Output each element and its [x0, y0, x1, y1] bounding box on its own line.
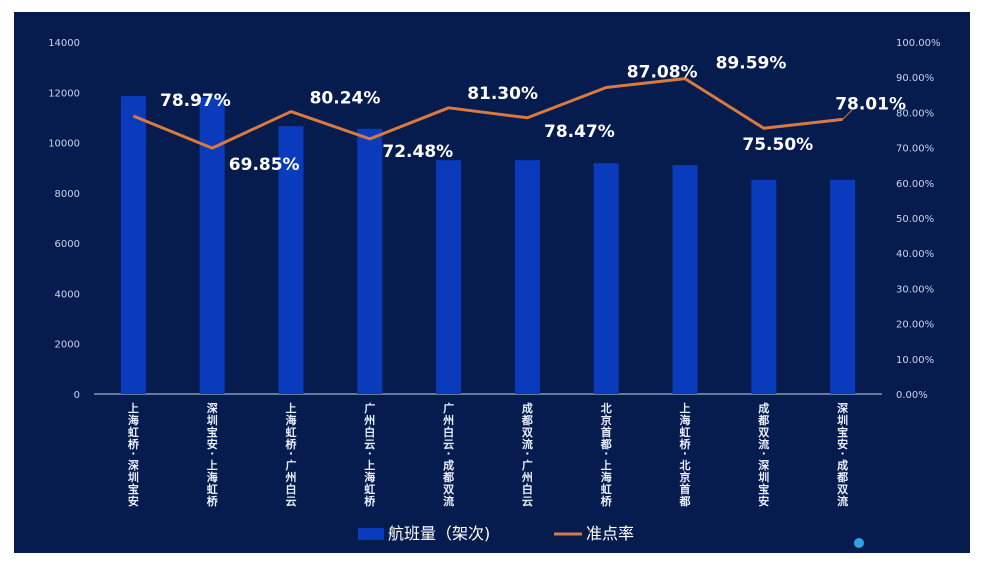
chart-panel: 0 2000 4000 6000 8000 10000 12000 14000 0.00% 10.… [14, 12, 970, 553]
legend-label: 航班量（架次) [388, 524, 490, 543]
y-right-tick-label: 100.00% [896, 38, 941, 49]
x-tick-label: 深圳宝安·上海虹桥 [207, 401, 219, 508]
label-leader-line [842, 109, 853, 120]
y-right-tick-label: 20.00% [896, 320, 934, 331]
y-right-tick-label: 60.00% [896, 179, 934, 190]
data-label: 78.01% [835, 94, 906, 114]
bar[interactable] [120, 96, 146, 395]
data-label: 69.85% [229, 155, 300, 175]
y-left-tick-label: 4000 [55, 289, 80, 300]
line-series[interactable] [132, 77, 843, 150]
x-tick-label: 上海虹桥·北京首都 [679, 401, 692, 508]
data-label: 78.97% [160, 91, 231, 111]
y-right-tick-label: 10.00% [896, 355, 934, 366]
bar[interactable] [751, 179, 777, 394]
y-left-tick-label: 10000 [48, 139, 80, 150]
x-tick-label: 成都双流·广州白云 [521, 401, 533, 508]
indicator-dot [854, 538, 864, 548]
y-left-tick-label: 8000 [55, 189, 80, 200]
bar[interactable] [593, 163, 619, 394]
data-label: 75.50% [742, 135, 813, 155]
legend-swatch-bar[interactable] [358, 528, 384, 540]
data-label: 80.24% [310, 89, 381, 109]
data-label: 81.30% [467, 84, 538, 104]
bar[interactable] [830, 179, 856, 394]
bar[interactable] [199, 97, 225, 395]
y-left-tick-label: 12000 [48, 88, 80, 99]
y-left-tick-label: 0 [74, 390, 80, 401]
chart: 0 2000 4000 6000 8000 10000 12000 14000 0.00% 10.… [48, 38, 941, 548]
data-label: 89.59% [716, 54, 787, 74]
x-tick-label: 成都双流·深圳宝安 [757, 401, 769, 508]
y-left-tick-label: 14000 [48, 38, 80, 49]
y-right-tick-label: 90.00% [896, 73, 934, 84]
y-right-tick-label: 70.00% [896, 144, 934, 155]
y-right-tick-label: 0.00% [896, 390, 928, 401]
x-tick-label: 广州白云·上海虹桥 [363, 401, 376, 508]
x-tick-label: 广州白云·成都双流 [442, 401, 454, 508]
bar[interactable] [357, 128, 383, 394]
x-tick-label: 上海虹桥·深圳宝安 [128, 401, 140, 508]
y-right-tick-label: 50.00% [896, 214, 934, 225]
bar[interactable] [514, 160, 540, 394]
bar[interactable] [436, 160, 462, 394]
x-tick-label: 北京首都·上海虹桥 [600, 401, 613, 508]
y-left-tick-label: 2000 [55, 340, 80, 351]
y-right-tick-label: 80.00% [896, 108, 934, 119]
bar[interactable] [278, 126, 304, 394]
y-left-tick-label: 6000 [55, 239, 80, 250]
x-tick-label: 深圳宝安·成都双流 [836, 401, 848, 508]
y-right-tick-label: 30.00% [896, 284, 934, 295]
y-right-tick-label: 40.00% [896, 249, 934, 260]
bar[interactable] [672, 165, 698, 394]
data-label: 87.08% [627, 62, 698, 82]
data-label: 78.47% [544, 122, 615, 142]
x-tick-label: 上海虹桥·广州白云 [285, 401, 298, 508]
data-label: 72.48% [382, 142, 453, 162]
legend-label: 准点率 [586, 524, 634, 543]
